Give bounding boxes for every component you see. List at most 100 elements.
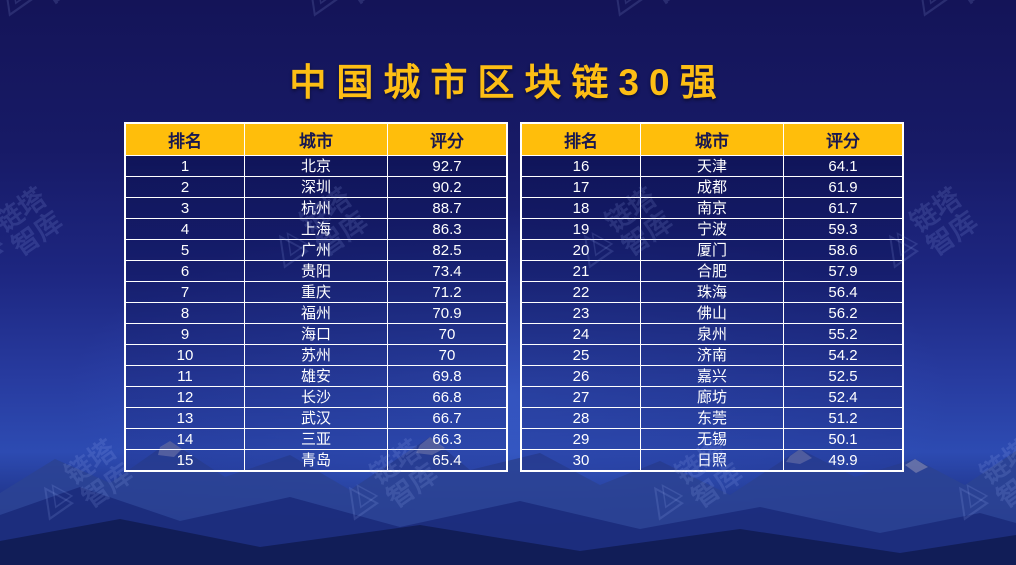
- rank-cell: 24: [520, 323, 641, 345]
- score-cell: 92.7: [387, 155, 508, 177]
- rank-cell: 30: [520, 449, 641, 472]
- city-cell: 苏州: [244, 344, 388, 366]
- table-row: 24 泉州 55.2: [520, 323, 904, 345]
- table-row: 30 日照 49.9: [520, 449, 904, 472]
- table-body-left: 1 北京 92.7 2 深圳 90.2 3 杭州 88.7 4 上海 86.3 5 广州 82.5 6 贵阳 73…: [124, 155, 508, 472]
- table-row: 7 重庆 71.2: [124, 281, 508, 303]
- table-row: 17 成都 61.9: [520, 176, 904, 198]
- rank-cell: 1: [124, 155, 245, 177]
- table-row: 8 福州 70.9: [124, 302, 508, 324]
- score-cell: 71.2: [387, 281, 508, 303]
- score-cell: 82.5: [387, 239, 508, 261]
- rank-cell: 13: [124, 407, 245, 429]
- city-cell: 珠海: [640, 281, 784, 303]
- city-cell: 长沙: [244, 386, 388, 408]
- brand-watermark: △△链塔智库: [0, 181, 72, 285]
- lianta-logo-icon: △△: [0, 0, 37, 20]
- rank-cell: 20: [520, 239, 641, 261]
- table-row: 4 上海 86.3: [124, 218, 508, 240]
- score-cell: 66.3: [387, 428, 508, 450]
- rank-cell: 9: [124, 323, 245, 345]
- score-cell: 54.2: [783, 344, 904, 366]
- rank-cell: 17: [520, 176, 641, 198]
- score-cell: 61.9: [783, 176, 904, 198]
- table-row: 23 佛山 56.2: [520, 302, 904, 324]
- city-cell: 雄安: [244, 365, 388, 387]
- score-cell: 86.3: [387, 218, 508, 240]
- watermark-text: 链塔智库: [326, 0, 407, 10]
- rank-cell: 4: [124, 218, 245, 240]
- city-cell: 深圳: [244, 176, 388, 198]
- city-cell: 无锡: [640, 428, 784, 450]
- table-row: 10 苏州 70: [124, 344, 508, 366]
- score-cell: 61.7: [783, 197, 904, 219]
- score-cell: 73.4: [387, 260, 508, 282]
- rank-cell: 6: [124, 260, 245, 282]
- header-city: 城市: [640, 122, 784, 156]
- rank-cell: 22: [520, 281, 641, 303]
- city-cell: 广州: [244, 239, 388, 261]
- city-cell: 上海: [244, 218, 388, 240]
- lianta-logo-icon: △△: [596, 0, 646, 20]
- city-cell: 三亚: [244, 428, 388, 450]
- rank-cell: 10: [124, 344, 245, 366]
- table-row: 3 杭州 88.7: [124, 197, 508, 219]
- header-city: 城市: [244, 122, 388, 156]
- city-cell: 嘉兴: [640, 365, 784, 387]
- ranking-table-left: 排名 城市 评分 1 北京 92.7 2 深圳 90.2 3 杭州 88.7 4 上海 86.3 5 广州…: [124, 122, 508, 472]
- score-cell: 58.6: [783, 239, 904, 261]
- watermark-text: 链塔智库: [936, 0, 1016, 10]
- table-row: 2 深圳 90.2: [124, 176, 508, 198]
- rank-cell: 25: [520, 344, 641, 366]
- watermark-text: 链塔智库: [0, 182, 69, 262]
- city-cell: 廊坊: [640, 386, 784, 408]
- rank-cell: 7: [124, 281, 245, 303]
- lianta-logo-icon: △△: [291, 0, 341, 20]
- brand-watermark: △△链塔智库: [291, 0, 407, 33]
- lianta-logo-icon: △△: [901, 0, 951, 20]
- rank-cell: 16: [520, 155, 641, 177]
- rank-cell: 15: [124, 449, 245, 472]
- rank-cell: 8: [124, 302, 245, 324]
- rank-cell: 5: [124, 239, 245, 261]
- table-row: 27 廊坊 52.4: [520, 386, 904, 408]
- score-cell: 56.4: [783, 281, 904, 303]
- score-cell: 56.2: [783, 302, 904, 324]
- score-cell: 90.2: [387, 176, 508, 198]
- score-cell: 66.8: [387, 386, 508, 408]
- rank-cell: 12: [124, 386, 245, 408]
- rank-cell: 11: [124, 365, 245, 387]
- city-cell: 日照: [640, 449, 784, 472]
- rank-cell: 14: [124, 428, 245, 450]
- rank-cell: 23: [520, 302, 641, 324]
- city-cell: 福州: [244, 302, 388, 324]
- city-cell: 南京: [640, 197, 784, 219]
- score-cell: 49.9: [783, 449, 904, 472]
- table-body-right: 16 天津 64.1 17 成都 61.9 18 南京 61.7 19 宁波 59.3 20 厦门 58.6…: [520, 155, 904, 472]
- table-row: 14 三亚 66.3: [124, 428, 508, 450]
- brand-watermark: △△链塔智库: [596, 0, 712, 33]
- rank-cell: 3: [124, 197, 245, 219]
- brand-watermark: △△链塔智库: [901, 0, 1016, 33]
- score-cell: 69.8: [387, 365, 508, 387]
- score-cell: 52.4: [783, 386, 904, 408]
- city-cell: 天津: [640, 155, 784, 177]
- score-cell: 70: [387, 344, 508, 366]
- table-row: 13 武汉 66.7: [124, 407, 508, 429]
- score-cell: 55.2: [783, 323, 904, 345]
- city-cell: 成都: [640, 176, 784, 198]
- header-rank: 排名: [124, 122, 245, 156]
- rank-cell: 26: [520, 365, 641, 387]
- rank-cell: 21: [520, 260, 641, 282]
- city-cell: 济南: [640, 344, 784, 366]
- table-row: 29 无锡 50.1: [520, 428, 904, 450]
- rank-cell: 18: [520, 197, 641, 219]
- watermark-text: 链塔智库: [631, 0, 712, 10]
- city-cell: 海口: [244, 323, 388, 345]
- score-cell: 66.7: [387, 407, 508, 429]
- city-cell: 青岛: [244, 449, 388, 472]
- table-row: 11 雄安 69.8: [124, 365, 508, 387]
- rank-cell: 19: [520, 218, 641, 240]
- city-cell: 武汉: [244, 407, 388, 429]
